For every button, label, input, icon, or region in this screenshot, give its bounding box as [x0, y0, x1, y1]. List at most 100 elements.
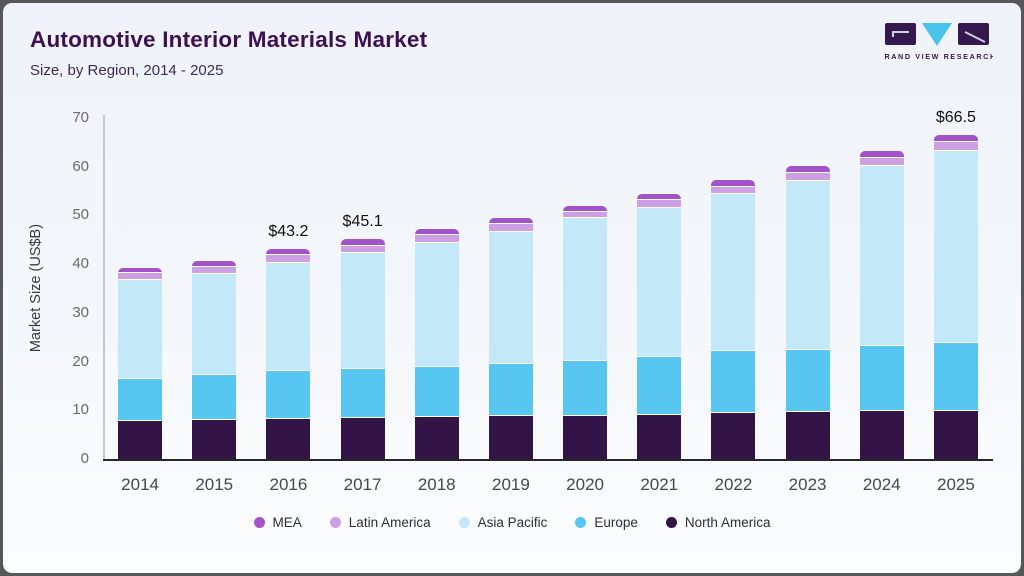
bar-2025-mea [933, 135, 978, 143]
bar-2023-europe [785, 349, 830, 413]
bar-2020-asia-pacific [563, 218, 608, 361]
x-tick-label: 2018 [417, 475, 456, 494]
bar-2014-europe [118, 379, 163, 421]
bar-2019-latin-america [488, 224, 533, 233]
legend-item-europe: Europe [575, 515, 638, 530]
y-tick-label: 30 [72, 303, 89, 321]
bar-2025-north-america [933, 410, 978, 459]
bar-2018-europe [414, 367, 459, 418]
bar-2021-mea [637, 194, 682, 201]
y-tick-label: 70 [72, 109, 89, 126]
svg-text:GRAND VIEW RESEARCH: GRAND VIEW RESEARCH [883, 52, 993, 61]
bar-2024-europe [859, 345, 904, 412]
y-tick-label: 10 [72, 401, 89, 419]
bar-2018-north-america [414, 417, 459, 459]
page-title: Automotive Interior Materials Market [30, 27, 428, 52]
legend-label: Latin America [348, 515, 431, 530]
bar-2022-europe [711, 350, 756, 414]
y-tick-label: 40 [72, 255, 89, 273]
bar-2017-north-america [340, 418, 385, 459]
bar-2017-latin-america [340, 245, 385, 253]
bar-2023-latin-america [785, 172, 830, 181]
legend-dot-latin-america-icon [329, 517, 341, 528]
bar-2014-north-america [118, 421, 163, 459]
legend-label: Europe [594, 515, 638, 530]
x-tick-label: 2025 [936, 475, 975, 494]
bar-2024-north-america [859, 411, 904, 459]
bar-2017-asia-pacific [340, 252, 385, 370]
bar-2015-europe [192, 375, 237, 420]
bar-2018-latin-america [414, 235, 459, 243]
legend-label: North America [684, 515, 771, 530]
bar-2019-europe [488, 363, 533, 417]
bar-2016-latin-america [266, 254, 311, 263]
bar-2025-latin-america [933, 142, 978, 152]
bar-2021-europe [637, 357, 682, 415]
chart-legend: MEA Latin America Asia Pacific Europe North … [3, 515, 1021, 530]
grand-view-research-logo: GRAND VIEW RESEARCH [877, 21, 995, 68]
bar-2016-asia-pacific [266, 262, 311, 371]
bar-2025-europe [933, 343, 978, 411]
gvr-logo-icon: GRAND VIEW RESEARCH [877, 23, 995, 61]
bar-2021-asia-pacific [637, 208, 682, 358]
bar-2022-latin-america [711, 186, 756, 195]
legend-item-north-america: North America [665, 515, 771, 530]
bar-2016-mea [266, 248, 311, 255]
bar-2018-asia-pacific [414, 242, 459, 368]
legend-item-latin-america: Latin America [329, 515, 431, 530]
legend-dot-mea-icon [253, 517, 265, 528]
y-axis-title: Market Size (US$B) [28, 223, 44, 353]
bar-total-label: $45.1 [342, 213, 383, 231]
bar-2021-north-america [637, 414, 682, 459]
bar-2014-mea [118, 268, 163, 274]
bar-2023-mea [785, 166, 830, 173]
x-tick-label: 2016 [269, 475, 308, 494]
y-tick-label: 60 [72, 157, 89, 175]
x-tick-label: 2023 [788, 475, 827, 494]
page-subtitle: Size, by Region, 2014 - 2025 [30, 62, 224, 79]
bar-2020-europe [563, 360, 608, 416]
x-tick-label: 2019 [491, 475, 530, 494]
bar-2022-north-america [711, 413, 756, 459]
bar-2017-europe [340, 369, 385, 419]
legend-dot-asia-pacific-icon [458, 517, 470, 528]
bar-2022-mea [711, 180, 756, 187]
bar-2016-north-america [266, 418, 311, 459]
bar-2015-north-america [192, 419, 237, 459]
bar-2020-latin-america [563, 211, 608, 219]
y-tick-label: 50 [72, 206, 89, 224]
bar-2014-asia-pacific [118, 280, 163, 380]
bar-2023-north-america [785, 412, 830, 459]
bar-2015-asia-pacific [192, 273, 237, 376]
bar-2019-asia-pacific [488, 232, 533, 364]
x-tick-label: 2017 [343, 475, 382, 494]
x-tick-label: 2014 [121, 475, 159, 494]
bar-2015-latin-america [192, 267, 237, 274]
x-tick-label: 2022 [714, 475, 753, 494]
x-tick-label: 2024 [862, 475, 901, 494]
bar-2019-north-america [488, 416, 533, 459]
y-tick-label: 20 [72, 352, 89, 370]
bar-total-label: $43.2 [268, 222, 309, 240]
bar-2018-mea [414, 229, 459, 236]
bar-2015-mea [192, 261, 237, 268]
bar-2021-latin-america [637, 200, 682, 209]
bar-2020-north-america [563, 415, 608, 459]
legend-label: MEA [272, 515, 302, 530]
legend-dot-europe-icon [575, 517, 587, 528]
bar-2024-asia-pacific [859, 166, 904, 346]
y-axis-line [103, 115, 105, 459]
x-tick-label: 2020 [566, 475, 604, 494]
x-axis-line [103, 459, 993, 461]
bar-2019-mea [488, 217, 533, 225]
legend-label: Asia Pacific [477, 515, 548, 530]
x-tick-label: 2015 [195, 475, 234, 494]
legend-dot-north-america-icon [665, 517, 677, 528]
bar-2022-asia-pacific [711, 194, 756, 351]
bar-2024-latin-america [859, 157, 904, 167]
bar-total-label: $66.5 [935, 109, 976, 127]
legend-item-mea: MEA [253, 515, 302, 530]
y-tick-label: 0 [80, 450, 89, 467]
x-tick-label: 2021 [640, 475, 679, 494]
bar-2025-asia-pacific [933, 151, 978, 344]
